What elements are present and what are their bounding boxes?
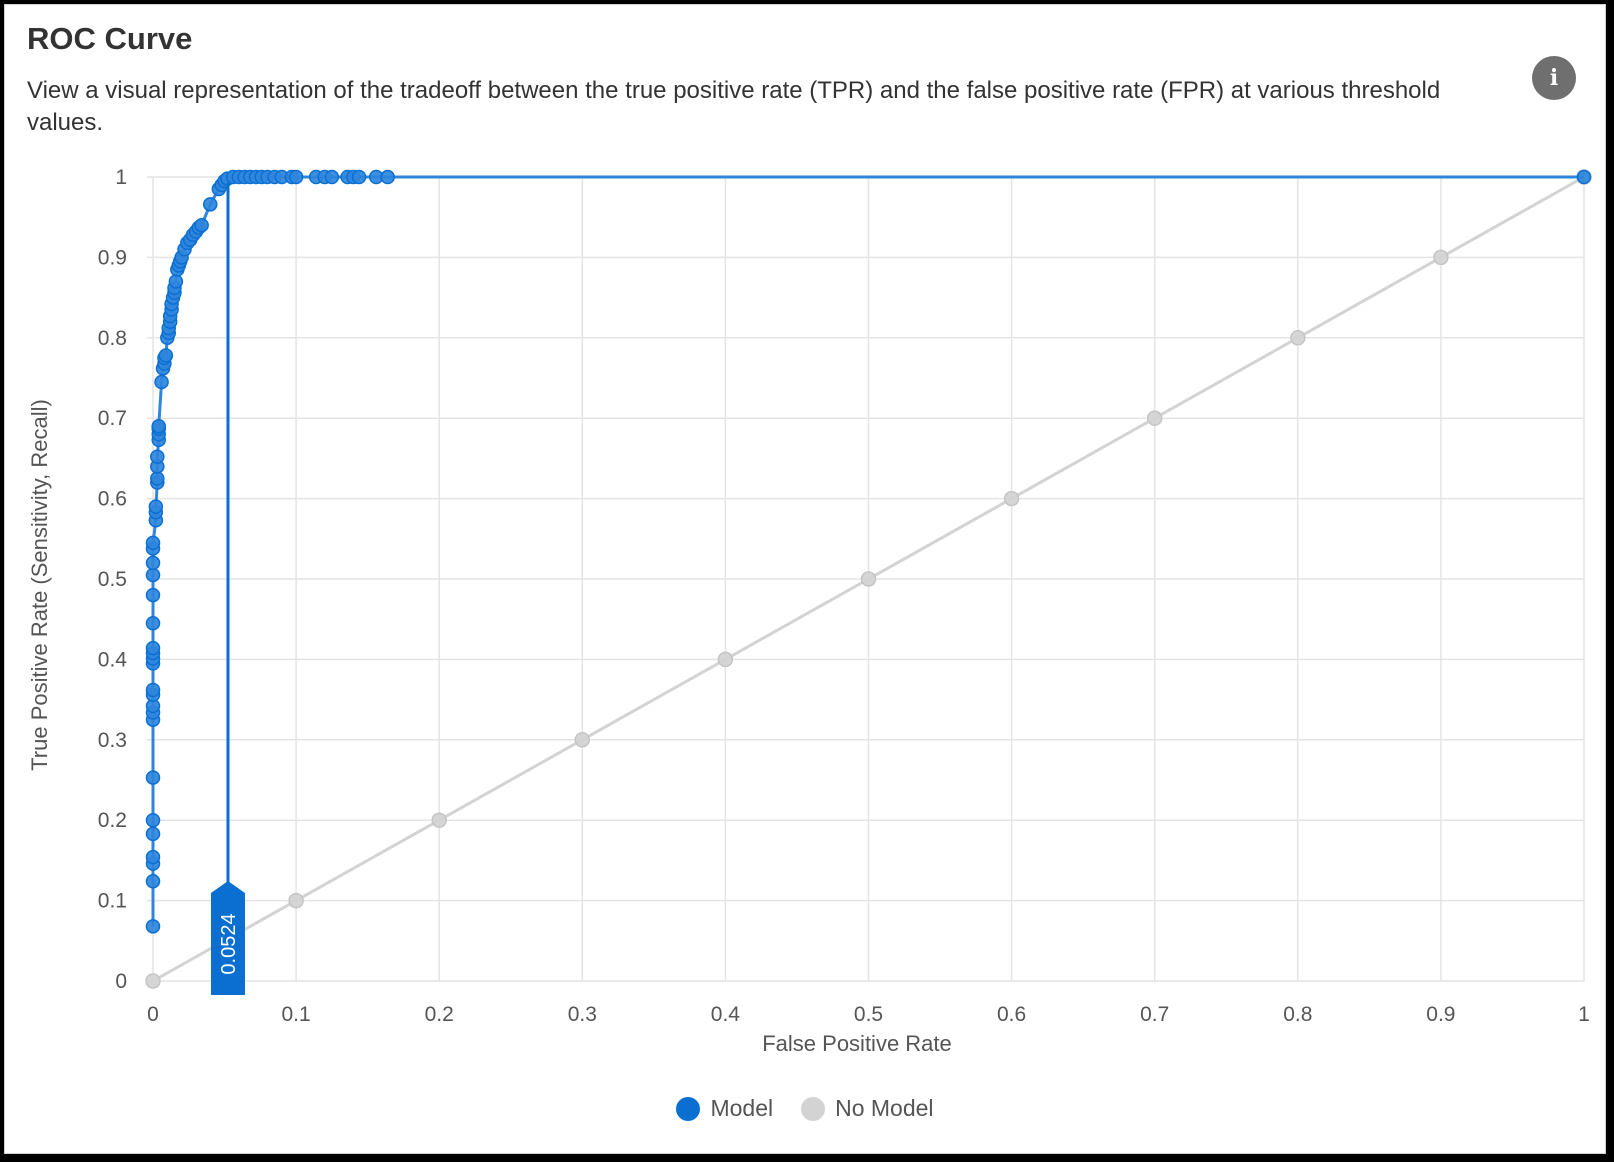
card-title: ROC Curve <box>27 21 193 56</box>
info-icon[interactable]: i <box>1532 56 1576 100</box>
legend-label-model: Model <box>710 1095 774 1121</box>
legend-label-no-model: No Model <box>835 1095 934 1121</box>
no-model-swatch-icon <box>801 1096 826 1121</box>
model-point <box>351 169 367 185</box>
no-model-point <box>1290 330 1306 346</box>
no-model-series <box>145 169 1592 989</box>
roc-chart: 0 0.1 0.2 0.3 0.4 0.5 0.6 0.7 0.8 0.9 1 0 0.1 0.2 0.3 0… <box>27 166 1592 1056</box>
y-tick-label: 0.5 <box>98 568 127 591</box>
model-point <box>145 567 161 583</box>
model-point <box>158 348 174 363</box>
x-tick-label: 0.2 <box>425 1003 454 1026</box>
x-axis-label: False Positive Rate <box>762 1031 952 1056</box>
model-point <box>145 770 161 785</box>
no-model-point <box>431 812 447 828</box>
x-tick-label: 0.4 <box>711 1003 741 1026</box>
y-tick-label: 0 <box>115 970 127 993</box>
model-point <box>168 274 184 289</box>
x-tick-label: 0.6 <box>997 1003 1026 1026</box>
info-glyph: i <box>1549 65 1559 91</box>
model-point <box>154 374 169 390</box>
threshold-marker[interactable]: 0.0524 <box>210 183 245 995</box>
model-point <box>324 169 340 185</box>
model-point <box>150 449 165 465</box>
no-model-point <box>145 973 161 989</box>
y-tick-label: 0.4 <box>98 648 128 671</box>
model-point <box>145 555 161 571</box>
y-tick-label: 1 <box>115 166 127 189</box>
x-tick-label: 0.1 <box>281 1003 310 1026</box>
legend-item-model[interactable]: Model <box>676 1095 773 1122</box>
model-point <box>145 615 161 631</box>
model-point <box>145 826 161 842</box>
legend: Model No Model <box>5 1095 1605 1122</box>
model-point <box>145 874 161 889</box>
x-tick-label: 0.8 <box>1283 1003 1312 1026</box>
model-point <box>145 812 161 828</box>
model-point <box>145 640 161 656</box>
y-tick-label: 0.6 <box>98 488 127 511</box>
no-model-point <box>288 892 304 909</box>
model-point <box>380 169 395 185</box>
x-tick-label: 0 <box>147 1003 159 1026</box>
model-point <box>288 169 304 185</box>
y-tick-label: 0.3 <box>98 729 127 752</box>
x-tick-label: 1 <box>1578 1003 1590 1026</box>
model-point <box>145 849 161 865</box>
model-point <box>194 217 209 233</box>
card-description: View a visual representation of the trad… <box>27 77 1441 136</box>
y-tick-label: 0.8 <box>98 327 127 350</box>
model-point <box>1576 169 1592 185</box>
model-point <box>148 499 164 514</box>
x-tick-label: 0.7 <box>1140 1003 1169 1026</box>
no-model-point <box>1003 490 1020 507</box>
model-point <box>145 682 161 698</box>
no-model-point <box>574 732 591 748</box>
roc-card: ROC Curve View a visual representation o… <box>4 4 1606 1154</box>
y-tick-label: 0.7 <box>98 407 127 430</box>
no-model-point <box>860 571 877 587</box>
model-point <box>150 471 165 486</box>
threshold-label: 0.0524 <box>218 913 240 974</box>
y-tick-label: 0.1 <box>98 890 127 913</box>
x-tick-label: 0.3 <box>568 1003 597 1026</box>
y-tick-label: 0.2 <box>98 809 127 832</box>
model-point <box>145 535 161 551</box>
model-point <box>202 197 218 212</box>
no-model-point <box>717 651 734 668</box>
no-model-point <box>1433 249 1449 266</box>
model-swatch-icon <box>676 1096 701 1121</box>
x-tick-label: 0.5 <box>854 1003 883 1026</box>
legend-item-no-model[interactable]: No Model <box>801 1095 934 1122</box>
x-tick-label: 0.9 <box>1426 1003 1455 1026</box>
threshold-flag[interactable] <box>210 881 245 995</box>
model-series <box>145 169 1592 934</box>
tick-labels: 0 0.1 0.2 0.3 0.4 0.5 0.6 0.7 0.8 0.9 1 0 0.1 0.2 0.3 0… <box>98 166 1590 1026</box>
model-point <box>145 919 161 934</box>
y-axis-label: True Positive Rate (Sensitivity, Recall) <box>27 399 52 771</box>
model-point <box>151 418 166 434</box>
no-model-point <box>1146 410 1163 426</box>
model-point <box>145 587 161 603</box>
y-tick-label: 0.9 <box>98 246 127 269</box>
